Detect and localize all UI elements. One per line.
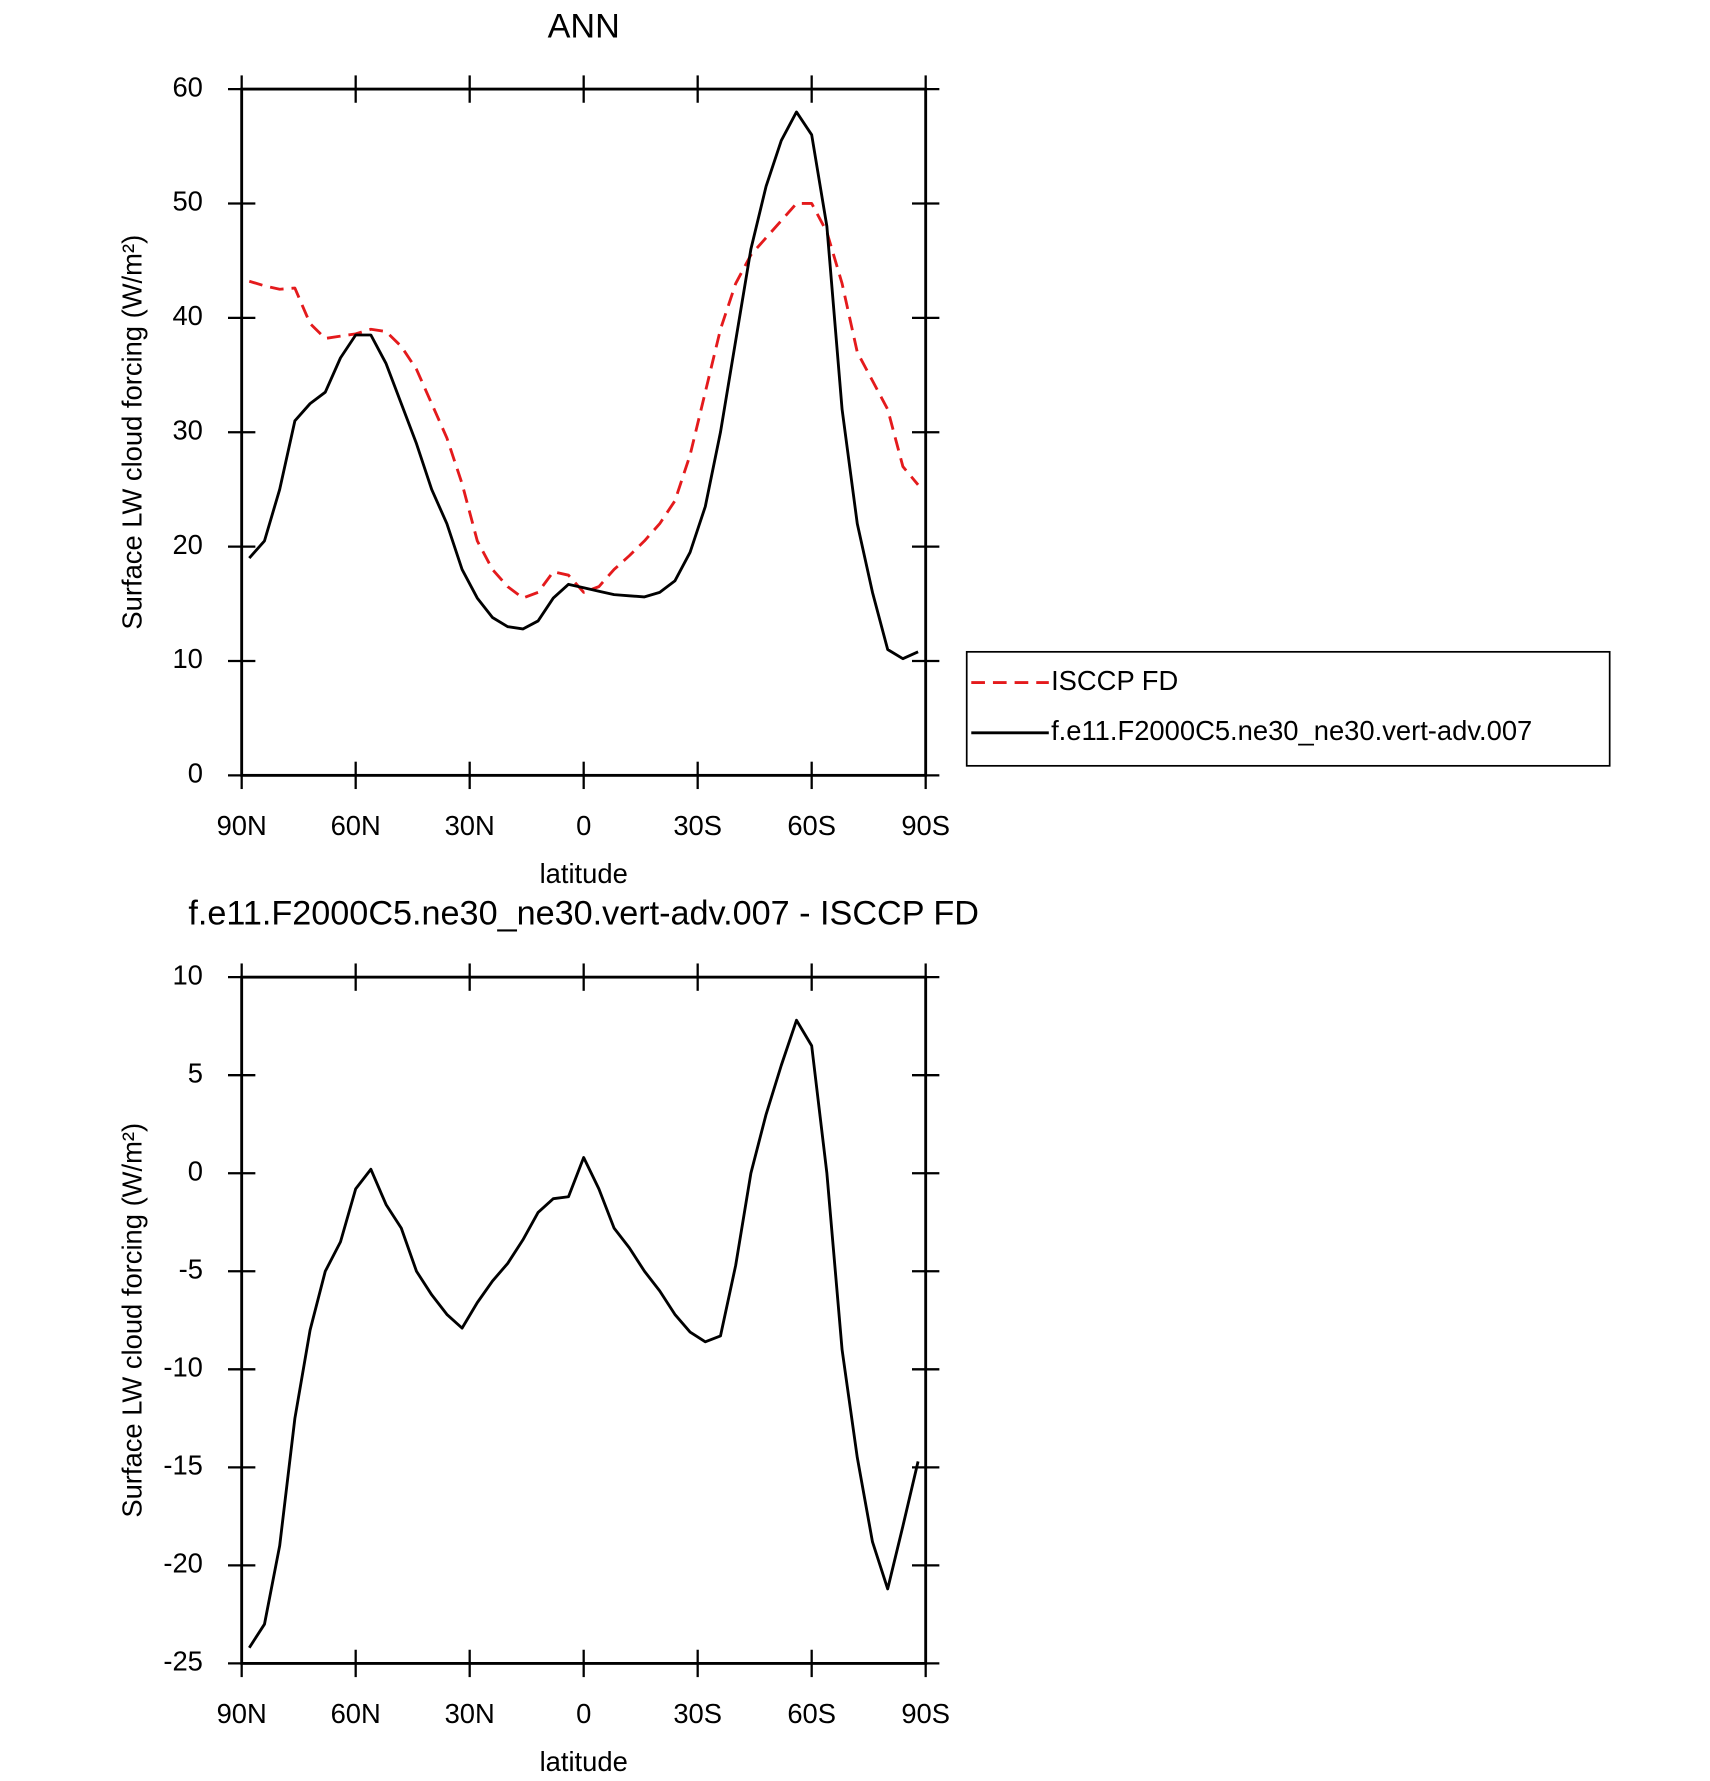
y-tick-label: -5 bbox=[179, 1253, 203, 1284]
y-tick-label: 10 bbox=[172, 643, 202, 674]
x-tick-label: 90S bbox=[901, 1698, 950, 1729]
y-tick-label: 30 bbox=[172, 414, 202, 445]
legend-box bbox=[965, 650, 1611, 767]
y-axis-label: Surface LW cloud forcing (W/m²) bbox=[117, 235, 148, 630]
y-tick-label: 10 bbox=[172, 959, 202, 990]
x-tick-label: 90N bbox=[217, 1698, 267, 1729]
x-tick-label: 0 bbox=[576, 1698, 591, 1729]
y-tick-label: -25 bbox=[163, 1646, 203, 1677]
y-tick-label: 20 bbox=[172, 529, 202, 560]
y-tick-label: 5 bbox=[188, 1057, 203, 1088]
x-tick-label: 0 bbox=[576, 810, 591, 841]
y-tick-label: -20 bbox=[163, 1548, 203, 1579]
x-tick-label: 60N bbox=[331, 1698, 381, 1729]
x-tick-label: 60S bbox=[787, 1698, 836, 1729]
x-tick-label: 30N bbox=[445, 1698, 495, 1729]
x-tick-label: 60S bbox=[787, 810, 836, 841]
x-tick-label: 90N bbox=[217, 810, 267, 841]
x-tick-label: 30N bbox=[445, 810, 495, 841]
plot-frame bbox=[240, 87, 928, 777]
y-tick-label: 40 bbox=[172, 300, 202, 331]
y-tick-label: -15 bbox=[163, 1450, 203, 1481]
chart-title: ANN bbox=[548, 8, 620, 46]
y-tick-label: 0 bbox=[188, 1155, 203, 1186]
chart-title: f.e11.F2000C5.ne30_ne30.vert-adv.007 - I… bbox=[188, 895, 979, 933]
legend-label: f.e11.F2000C5.ne30_ne30.vert-adv.007 bbox=[1051, 715, 1532, 746]
x-axis-label: latitude bbox=[540, 858, 628, 889]
legend-label: ISCCP FD bbox=[1051, 665, 1178, 696]
plot-frame bbox=[240, 975, 928, 1665]
x-tick-label: 60N bbox=[331, 810, 381, 841]
y-tick-label: 0 bbox=[188, 758, 203, 789]
x-tick-label: 90S bbox=[901, 810, 950, 841]
data-line bbox=[248, 202, 920, 600]
y-tick-label: 60 bbox=[172, 71, 202, 102]
data-line bbox=[248, 110, 919, 661]
data-line bbox=[248, 1018, 920, 1649]
x-axis-label: latitude bbox=[540, 1746, 628, 1777]
x-tick-label: 30S bbox=[673, 810, 722, 841]
y-tick-label: -10 bbox=[163, 1352, 203, 1383]
y-axis-label: Surface LW cloud forcing (W/m²) bbox=[117, 1123, 148, 1518]
x-tick-label: 30S bbox=[673, 1698, 722, 1729]
y-tick-label: 50 bbox=[172, 186, 202, 217]
